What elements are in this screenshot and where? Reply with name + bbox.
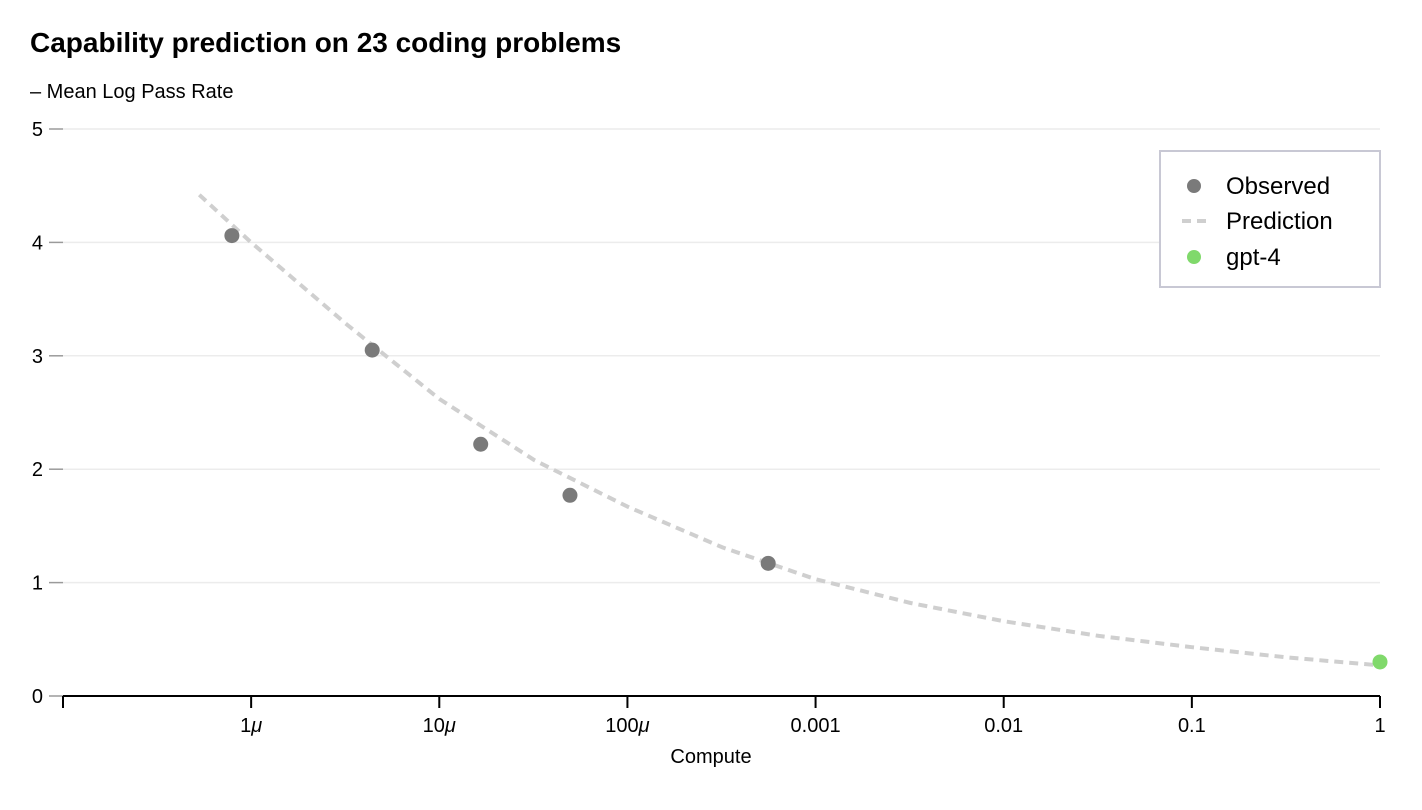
y-tick-label: 5 <box>32 119 43 141</box>
x-tick-label: 0.01 <box>984 715 1023 737</box>
legend-label-observed: Observed <box>1226 173 1330 200</box>
legend: Observed Prediction gpt-4 <box>1159 150 1381 288</box>
y-axis-label: – Mean Log Pass Rate <box>30 81 233 103</box>
x-tick-label: 1μ <box>240 715 262 737</box>
data-point-observed <box>224 228 240 244</box>
x-tick-label: 1 <box>1374 715 1385 737</box>
x-tick-label: 100μ <box>605 715 649 737</box>
chart-title: Capability prediction on 23 coding probl… <box>30 27 621 58</box>
x-tick-label: 0.1 <box>1178 715 1206 737</box>
x-axis: 1μ 10μ 100μ 0.001 0.01 0.1 1 <box>62 695 1386 737</box>
y-tick-label: 0 <box>32 686 43 708</box>
y-tick-label: 4 <box>32 232 43 254</box>
legend-marker-gpt-4 <box>1187 250 1201 264</box>
legend-box <box>1159 150 1381 288</box>
data-point-observed <box>562 487 578 503</box>
plot-area <box>197 193 1388 670</box>
legend-marker-observed <box>1187 179 1201 193</box>
y-tick-label: 2 <box>32 459 43 481</box>
data-point-observed <box>364 342 380 358</box>
data-point-observed <box>473 436 489 452</box>
y-tick-label: 1 <box>32 573 43 595</box>
x-tick-label: 10μ <box>423 715 456 737</box>
x-axis-label: Compute <box>670 746 751 768</box>
data-point-gpt-4 <box>1372 654 1388 670</box>
legend-label-prediction: Prediction <box>1226 208 1333 235</box>
series-line-prediction <box>197 193 1381 668</box>
x-tick-label: 0.001 <box>791 715 841 737</box>
data-point-observed <box>760 555 776 571</box>
y-axis: 0 1 2 3 4 5 <box>32 119 63 708</box>
legend-label-gpt-4: gpt-4 <box>1226 244 1281 271</box>
y-tick-label: 3 <box>32 346 43 368</box>
